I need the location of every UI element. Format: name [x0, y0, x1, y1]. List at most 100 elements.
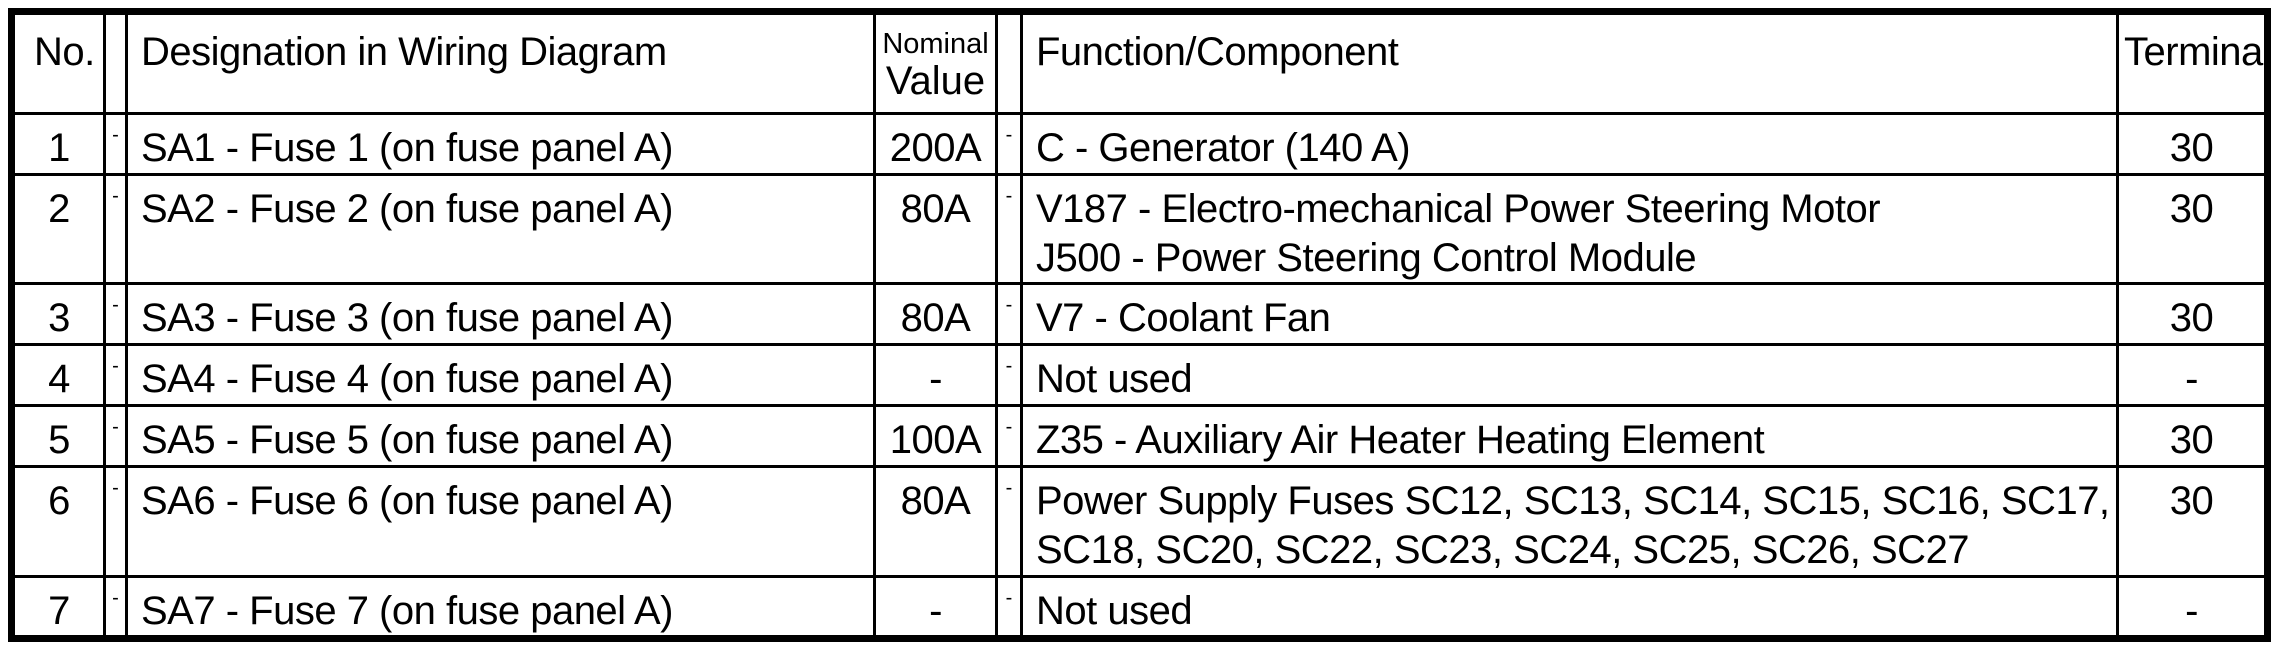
- function-cell: Not used: [1020, 574, 2119, 641]
- tick-column-header-cell: [103, 10, 128, 115]
- tick-mark: -: [1005, 355, 1013, 378]
- nominal-value-text: -: [929, 357, 942, 402]
- table-row: 3 - SA3 - Fuse 3 (on fuse panel A) 80A -…: [10, 282, 2269, 347]
- tick-cell: -: [103, 172, 128, 286]
- row-number: 3: [48, 296, 70, 341]
- row-number: 2: [48, 186, 70, 231]
- terminal-text: -: [2185, 357, 2198, 402]
- function-cell: V187 - Electro-mechanical Power Steering…: [1020, 172, 2119, 286]
- designation-cell: SA2 - Fuse 2 (on fuse panel A): [125, 172, 876, 286]
- tick-mark: -: [1005, 184, 1013, 207]
- tick-mark: -: [1005, 476, 1013, 499]
- terminal-cell: 30: [2116, 464, 2269, 578]
- function-text: V187 - Electro-mechanical Power Steering…: [1036, 186, 1881, 280]
- terminal-text: 30: [2169, 418, 2214, 463]
- row-number: 7: [48, 588, 70, 633]
- nominal-value-text: 80A: [900, 186, 971, 231]
- designation-text: SA7 - Fuse 7 (on fuse panel A): [141, 588, 673, 633]
- table-row: 4 - SA4 - Fuse 4 (on fuse panel A) - - N…: [10, 343, 2269, 408]
- function-text: V7 - Coolant Fan: [1036, 296, 1331, 341]
- nominal-value-cell: 200A: [873, 112, 998, 176]
- nominal-value-text: 200A: [889, 126, 982, 170]
- terminal-text: 30: [2169, 126, 2214, 170]
- designation-cell: SA5 - Fuse 5 (on fuse panel A): [125, 404, 876, 468]
- row-number: 6: [48, 478, 70, 523]
- designation-cell: SA4 - Fuse 4 (on fuse panel A): [125, 343, 876, 408]
- function-text: C - Generator (140 A): [1036, 126, 1411, 170]
- function-cell: Power Supply Fuses SC12, SC13, SC14, SC1…: [1020, 464, 2119, 578]
- terminal-text: 30: [2169, 478, 2214, 523]
- tick-cell: -: [995, 464, 1023, 578]
- table-row: 7 - SA7 - Fuse 7 (on fuse panel A) - - N…: [10, 574, 2269, 641]
- terminal-cell: 30: [2116, 404, 2269, 468]
- function-header-label: Function/Component: [1036, 30, 1399, 74]
- designation-cell: SA1 - Fuse 1 (on fuse panel A): [125, 112, 876, 176]
- table-row: 2 - SA2 - Fuse 2 (on fuse panel A) 80A -…: [10, 172, 2269, 286]
- tick-cell: -: [995, 282, 1023, 347]
- terminal-cell: -: [2116, 574, 2269, 641]
- tick-cell: -: [995, 112, 1023, 176]
- nominal-value-text: -: [929, 588, 942, 633]
- table-row: 6 - SA6 - Fuse 6 (on fuse panel A) 80A -…: [10, 464, 2269, 578]
- function-text: Z35 - Auxiliary Air Heater Heating Eleme…: [1036, 418, 1765, 463]
- no-header-cell: No.: [10, 10, 106, 115]
- tick-cell: -: [995, 404, 1023, 468]
- table-row: 1 - SA1 - Fuse 1 (on fuse panel A) 200A …: [10, 112, 2269, 176]
- terminal-text: 30: [2169, 186, 2214, 231]
- terminal-text: -: [2185, 588, 2198, 633]
- tick-column-header-cell: [995, 10, 1023, 115]
- header-row: No. Designation in Wiring Diagram Nomina…: [10, 10, 2269, 115]
- row-number-cell: 5: [10, 404, 106, 468]
- tick-mark: -: [1005, 586, 1013, 609]
- terminal-cell: 30: [2116, 112, 2269, 176]
- tick-cell: -: [103, 464, 128, 578]
- designation-text: SA3 - Fuse 3 (on fuse panel A): [141, 296, 673, 341]
- nominal-value-text: 100A: [889, 418, 982, 463]
- function-text: Not used: [1036, 588, 1193, 633]
- value-header-label: Value: [885, 59, 986, 104]
- function-cell: V7 - Coolant Fan: [1020, 282, 2119, 347]
- terminal-cell: 30: [2116, 282, 2269, 347]
- tick-mark: -: [112, 294, 119, 317]
- tick-mark: -: [112, 124, 119, 146]
- tick-cell: -: [103, 404, 128, 468]
- row-number-cell: 3: [10, 282, 106, 347]
- designation-header-cell: Designation in Wiring Diagram: [125, 10, 876, 115]
- designation-text: SA6 - Fuse 6 (on fuse panel A): [141, 478, 673, 523]
- tick-cell: -: [995, 172, 1023, 286]
- tick-cell: -: [103, 343, 128, 408]
- function-cell: Not used: [1020, 343, 2119, 408]
- row-number-cell: 7: [10, 574, 106, 641]
- designation-text: SA1 - Fuse 1 (on fuse panel A): [141, 126, 673, 170]
- designation-cell: SA3 - Fuse 3 (on fuse panel A): [125, 282, 876, 347]
- tick-cell: -: [995, 574, 1023, 641]
- row-number: 1: [48, 126, 70, 170]
- designation-text: SA2 - Fuse 2 (on fuse panel A): [141, 186, 673, 231]
- nominal-value-cell: 80A: [873, 172, 998, 286]
- designation-cell: SA6 - Fuse 6 (on fuse panel A): [125, 464, 876, 578]
- terminal-cell: 30: [2116, 172, 2269, 286]
- row-number-cell: 6: [10, 464, 106, 578]
- terminal-text: 30: [2169, 296, 2214, 341]
- nominal-value-text: 80A: [900, 296, 971, 341]
- row-number-cell: 1: [10, 112, 106, 176]
- tick-cell: -: [103, 574, 128, 641]
- tick-mark: -: [112, 476, 119, 499]
- row-number-cell: 2: [10, 172, 106, 286]
- row-number: 5: [48, 418, 70, 463]
- nominal-value-header-cell: Nominal Value: [873, 10, 998, 115]
- no-header-label: No.: [34, 30, 95, 74]
- designation-cell: SA7 - Fuse 7 (on fuse panel A): [125, 574, 876, 641]
- tick-mark: -: [1005, 124, 1013, 146]
- function-cell: Z35 - Auxiliary Air Heater Heating Eleme…: [1020, 404, 2119, 468]
- row-number: 4: [48, 357, 70, 402]
- tick-mark: -: [112, 416, 119, 439]
- nominal-value-cell: 80A: [873, 282, 998, 347]
- tick-mark: -: [112, 355, 119, 378]
- tick-mark: -: [1005, 294, 1013, 317]
- tick-cell: -: [995, 343, 1023, 408]
- tick-mark: -: [112, 586, 119, 609]
- table-row: 5 - SA5 - Fuse 5 (on fuse panel A) 100A …: [10, 404, 2269, 468]
- nominal-header-label: Nominal: [882, 28, 989, 60]
